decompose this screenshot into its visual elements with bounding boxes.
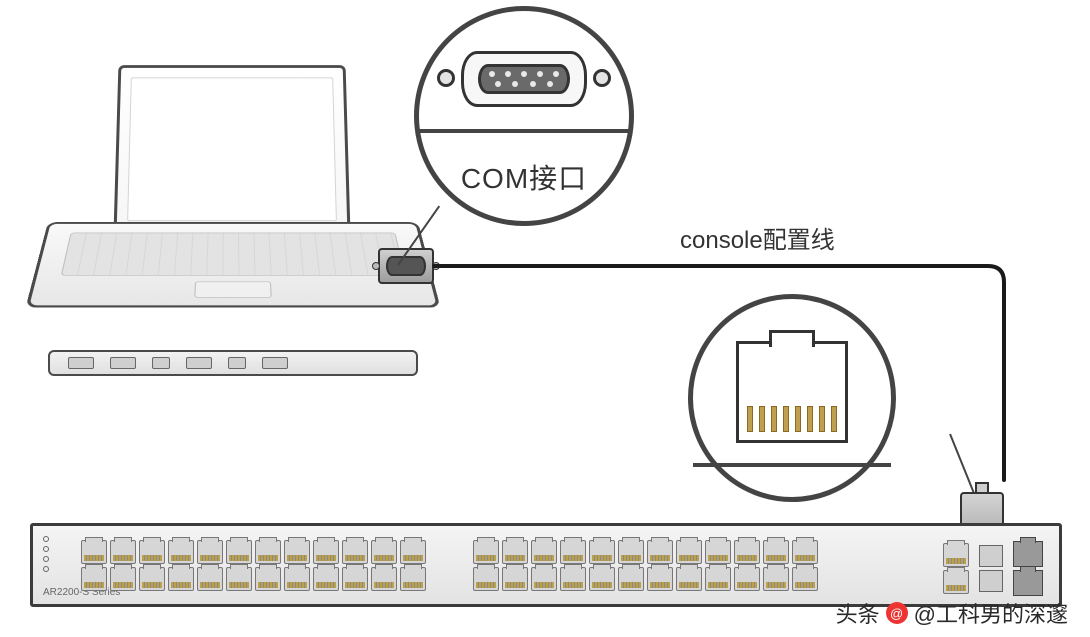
laptop-side-ports (48, 350, 418, 376)
switch-port (371, 540, 397, 564)
port-icon (152, 357, 170, 369)
switch-port (139, 567, 165, 591)
switch-port (473, 567, 499, 591)
port-icon (186, 357, 212, 369)
switch-port (618, 567, 644, 591)
switch-port (531, 540, 557, 564)
switch-port (763, 540, 789, 564)
port-icon (68, 357, 94, 369)
port-icon (228, 357, 246, 369)
console-port (1013, 541, 1043, 567)
switch-port (197, 540, 223, 564)
switch-port (313, 540, 339, 564)
switch-port (763, 567, 789, 591)
switch-port (676, 567, 702, 591)
switch-port (473, 540, 499, 564)
switch-port (284, 567, 310, 591)
divider (693, 463, 891, 467)
switch-port (400, 567, 426, 591)
port-icon (110, 357, 136, 369)
diagram-stage: COM接口 console配置线 AR2200-S Series 头 (0, 0, 1090, 637)
switch-port (168, 540, 194, 564)
watermark-prefix: 头条 (836, 597, 880, 629)
status-leds (43, 536, 69, 578)
switch-port (705, 540, 731, 564)
switch-port (139, 540, 165, 564)
switch-port (792, 567, 818, 591)
switch-port (647, 540, 673, 564)
laptop-screen (113, 65, 350, 234)
rj45-port-icon (736, 341, 848, 443)
switch-port (197, 567, 223, 591)
switch-port (792, 540, 818, 564)
switch-port (284, 540, 310, 564)
switch-port (705, 567, 731, 591)
switch-port (255, 540, 281, 564)
switch-port (226, 567, 252, 591)
switch-port (560, 567, 586, 591)
com-port-callout: COM接口 (414, 6, 634, 226)
port-bank-1 (81, 540, 426, 596)
switch-port (371, 567, 397, 591)
rj45-port-callout (688, 294, 896, 502)
port-bank-2 (473, 540, 818, 596)
port-icon (262, 357, 288, 369)
switch-port (734, 540, 760, 564)
switch-port (226, 540, 252, 564)
uplink-rj45-port (943, 570, 969, 594)
switch-port (110, 540, 136, 564)
uplink-section (943, 538, 1043, 598)
switch-port (110, 567, 136, 591)
laptop-trackpad (194, 281, 272, 297)
sfp-port-icon (979, 570, 1003, 592)
switch-port (168, 567, 194, 591)
mgmt-port (1013, 570, 1043, 596)
switch-port (589, 540, 615, 564)
db9-port-icon (461, 51, 587, 107)
watermark-text: @工科男的深邃 (914, 597, 1068, 629)
divider (419, 129, 629, 133)
com-port-label: COM接口 (419, 157, 629, 197)
switch-port (502, 567, 528, 591)
switch-port (81, 540, 107, 564)
screw-icon (437, 69, 455, 87)
switch-port (560, 540, 586, 564)
uplink-rj45-port (943, 543, 969, 567)
switch-port (502, 540, 528, 564)
switch-port (676, 540, 702, 564)
switch-port (647, 567, 673, 591)
laptop-keyboard (61, 233, 405, 276)
switch-port (531, 567, 557, 591)
watermark-logo-icon: @ (886, 602, 908, 624)
switch-port (618, 540, 644, 564)
switch-port (342, 540, 368, 564)
switch-port (734, 567, 760, 591)
switch-port (589, 567, 615, 591)
sfp-port-icon (979, 545, 1003, 567)
network-switch: AR2200-S Series (30, 523, 1062, 607)
laptop (48, 62, 418, 352)
watermark: 头条 @ @工科男的深邃 (836, 597, 1068, 629)
switch-port (81, 567, 107, 591)
console-cable-label: console配置线 (680, 220, 835, 255)
screw-icon (593, 69, 611, 87)
switch-port (313, 567, 339, 591)
switch-port (255, 567, 281, 591)
switch-port (400, 540, 426, 564)
switch-port (342, 567, 368, 591)
